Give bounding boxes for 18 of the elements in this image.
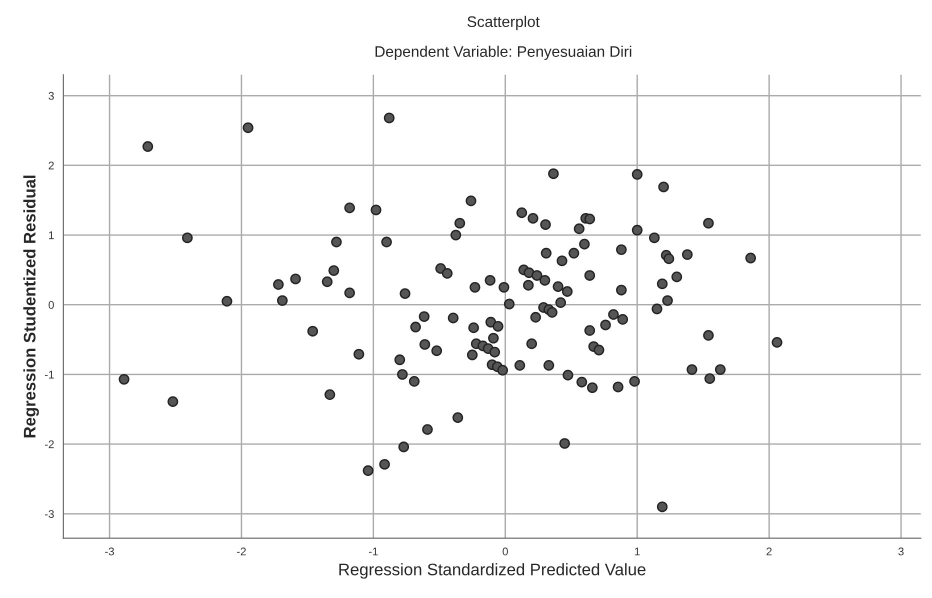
y-tick-label: -3 bbox=[44, 510, 54, 518]
x-tick-label: -2 bbox=[237, 548, 246, 556]
x-tick-label: 2 bbox=[766, 548, 772, 556]
x-tick-label: -1 bbox=[368, 548, 378, 556]
y-tick-label: 3 bbox=[48, 92, 54, 100]
chart-title: Scatterplot bbox=[467, 16, 540, 30]
y-tick-label: 0 bbox=[48, 301, 54, 309]
x-tick-label: -3 bbox=[105, 548, 114, 556]
x-tick-label: 0 bbox=[502, 548, 508, 556]
chart-subtitle: Dependent Variable: Penyesuaian Diri bbox=[376, 46, 632, 60]
x-tick-label: 3 bbox=[898, 548, 904, 556]
y-tick-label: -2 bbox=[44, 440, 54, 448]
y-axis-title: Regression Studentized Residual bbox=[23, 176, 39, 438]
y-tick-label: 2 bbox=[48, 162, 54, 170]
x-axis-title: Regression Standardized Predicted Value bbox=[339, 563, 646, 579]
y-tick-label: 1 bbox=[49, 231, 54, 240]
y-tick-label: -1 bbox=[44, 370, 54, 378]
x-tick-label: 1 bbox=[634, 548, 640, 556]
